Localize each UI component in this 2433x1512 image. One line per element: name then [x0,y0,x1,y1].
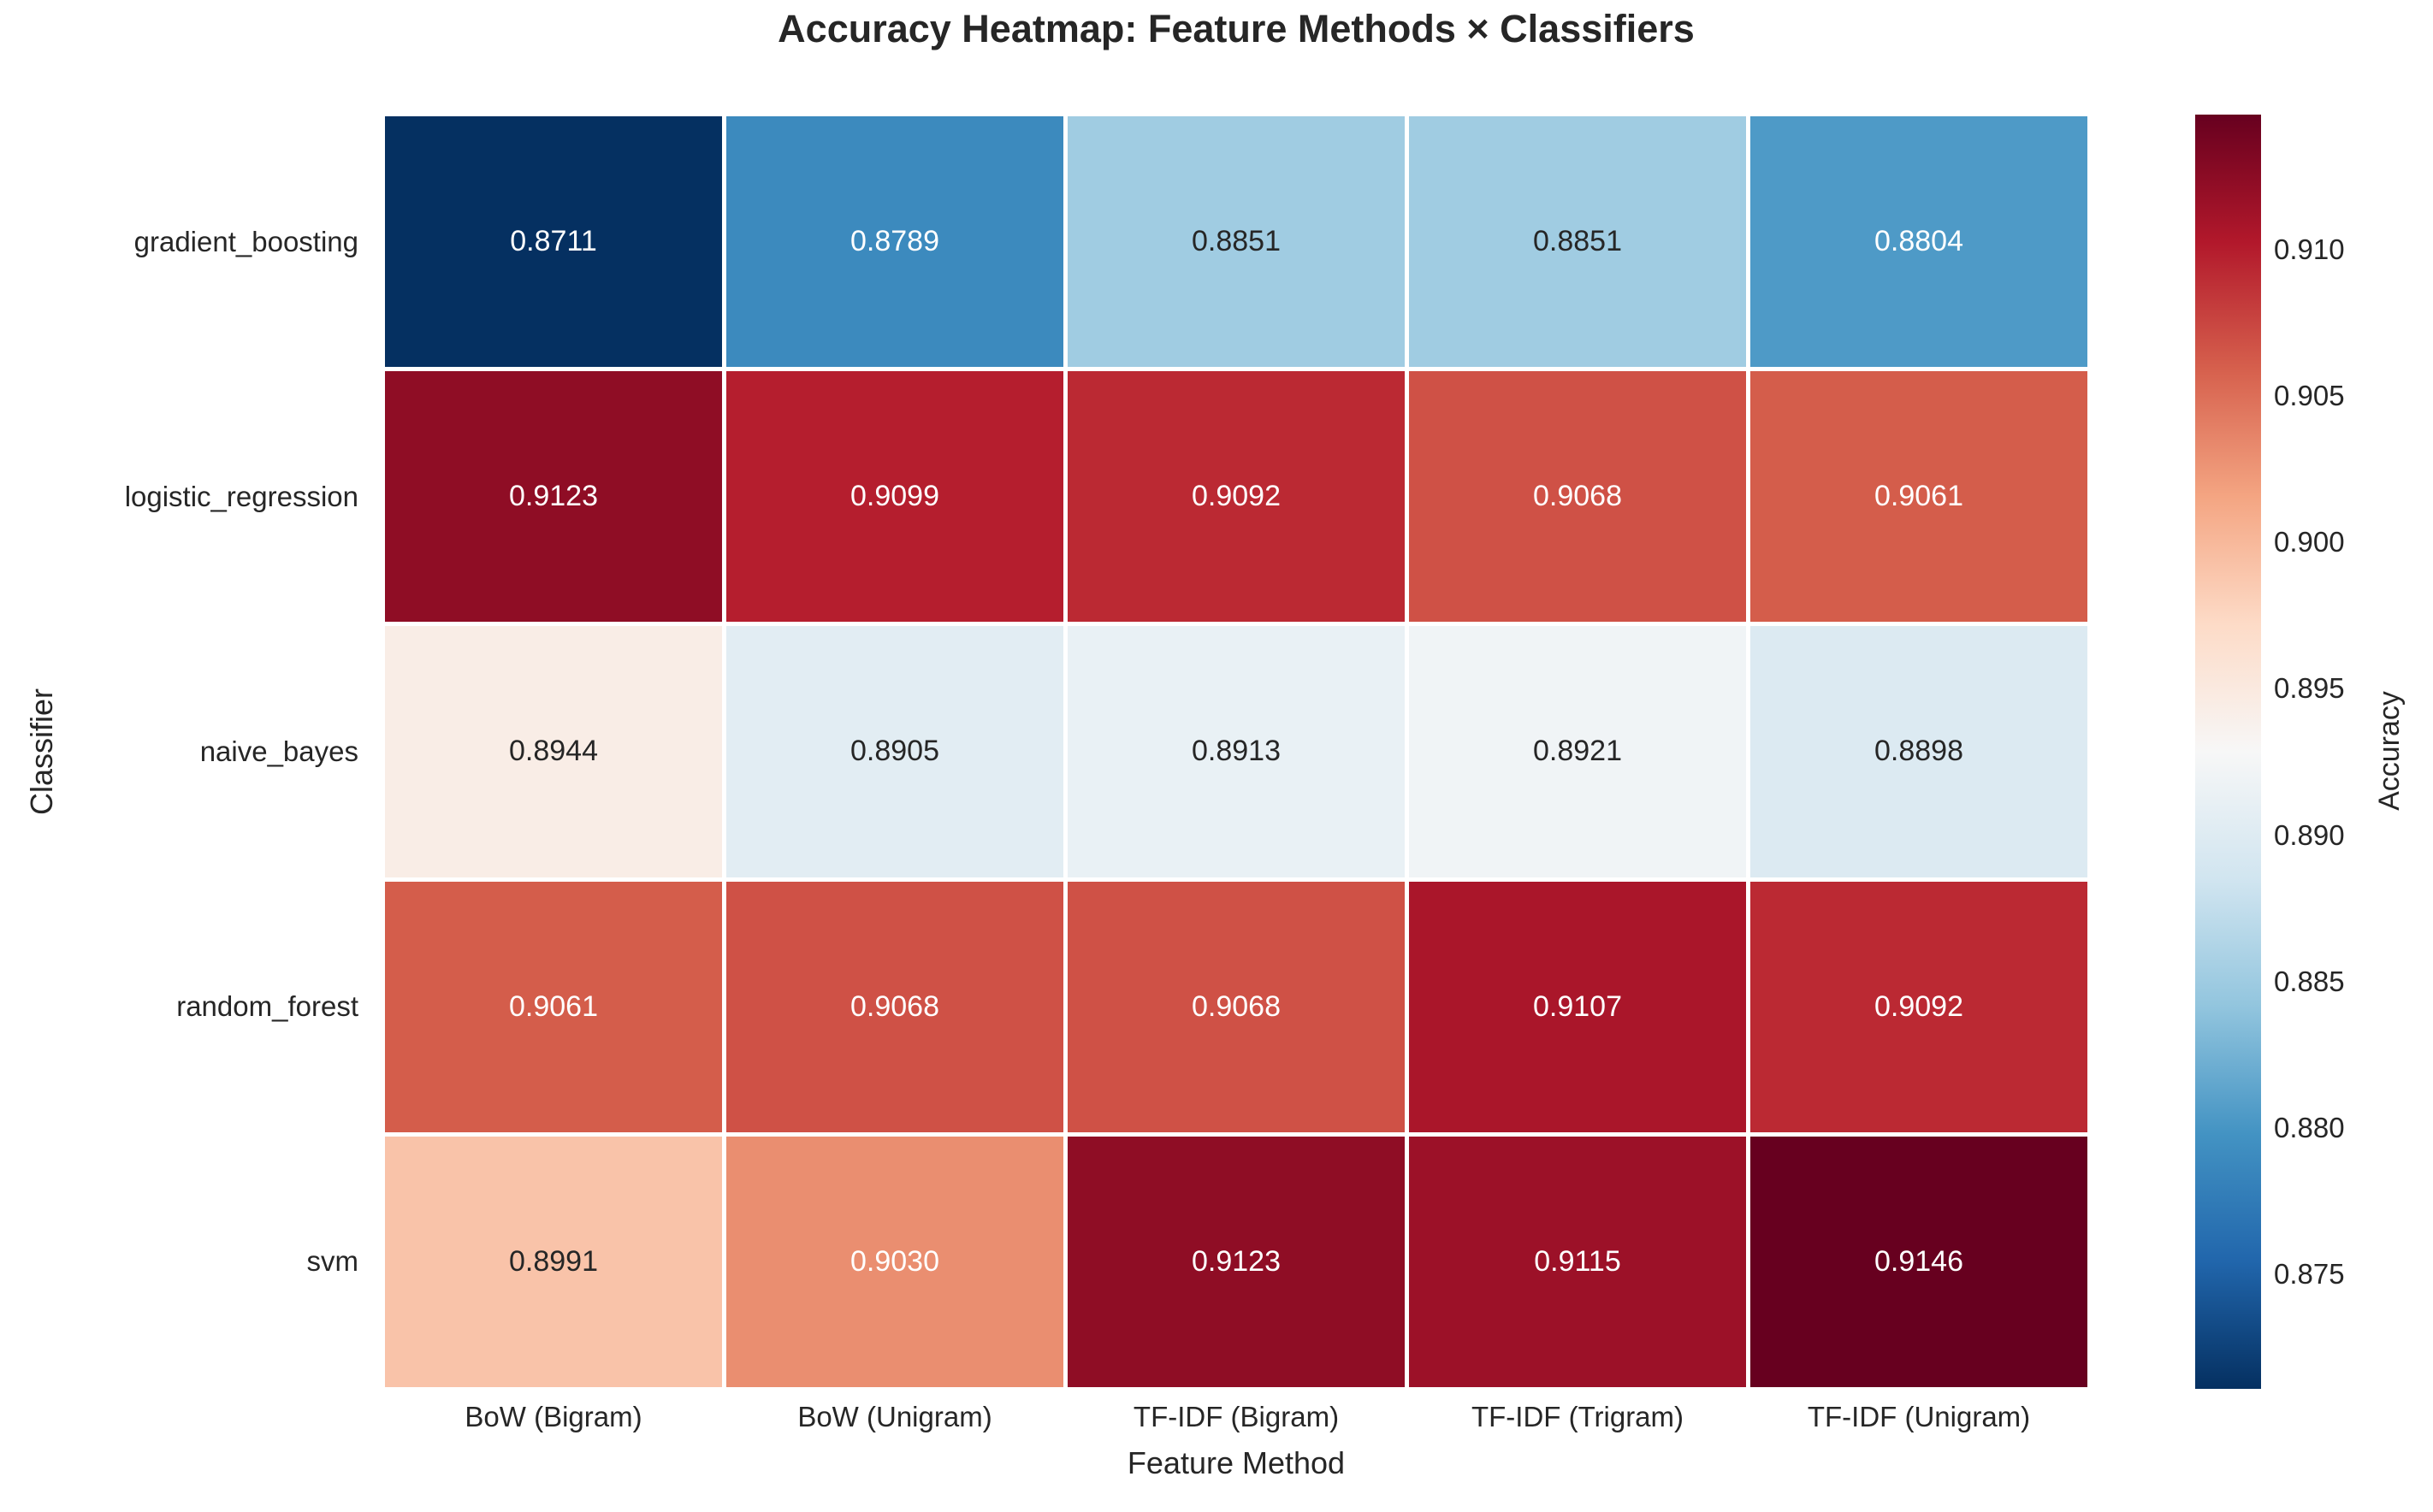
colorbar-tick-label-0.905: 0.905 [2274,379,2345,411]
heatmap-cell-random_forest-TF-IDF (Unigram): 0.9092 [1750,881,2087,1132]
cell-value: 0.9068 [1192,989,1281,1023]
x-tick-label-TF-IDF (Bigram): TF-IDF (Bigram) [1133,1401,1340,1432]
cell-value: 0.9030 [850,1244,939,1278]
y-tick-label-naive_bayes: naive_bayes [199,735,358,767]
cell-value: 0.8898 [1874,735,1963,768]
heatmap-cell-gradient_boosting-BoW (Bigram): 0.8711 [385,116,722,368]
heatmap-cell-random_forest-TF-IDF (Bigram): 0.9068 [1068,881,1405,1132]
colorbar-tick-label-0.890: 0.890 [2274,818,2345,851]
heatmap-cell-naive_bayes-TF-IDF (Bigram): 0.8913 [1068,626,1405,877]
x-tick-label-BoW (Bigram): BoW (Bigram) [465,1401,642,1432]
cell-value: 0.8921 [1533,735,1622,768]
x-tick-label-TF-IDF (Trigram): TF-IDF (Trigram) [1471,1401,1684,1432]
heatmap-cell-naive_bayes-TF-IDF (Unigram): 0.8898 [1750,626,2087,877]
heatmap-cell-gradient_boosting-BoW (Unigram): 0.8789 [726,116,1063,368]
cell-value: 0.8905 [850,735,939,768]
colorbar-label: Accuracy [2373,691,2406,811]
cell-value: 0.8851 [1192,225,1281,258]
heatmap-grid: 0.8711 0.8789 0.8851 0.8851 0.8804 0.9123 0.90… [385,116,2087,1387]
chart-title: Accuracy Heatmap: Feature Methods × Clas… [778,7,1695,50]
y-tick-label-svm: svm [306,1245,359,1278]
cell-value: 0.8944 [509,735,598,768]
y-tick-label-random_forest: random_forest [176,990,358,1023]
cell-value: 0.9107 [1533,989,1622,1023]
heatmap-cell-random_forest-BoW (Unigram): 0.9068 [726,881,1063,1132]
heatmap-cell-svm-TF-IDF (Bigram): 0.9123 [1068,1136,1405,1387]
x-tick-label-BoW (Unigram): BoW (Unigram) [797,1401,992,1432]
cell-value: 0.9146 [1874,1244,1963,1278]
colorbar-tick-label-0.900: 0.900 [2274,526,2345,558]
cell-value: 0.8913 [1192,735,1281,768]
cell-value: 0.9061 [1874,480,1963,513]
heatmap-cell-random_forest-BoW (Bigram): 0.9061 [385,881,722,1132]
heatmap-cell-naive_bayes-BoW (Unigram): 0.8905 [726,626,1063,877]
heatmap-cell-svm-TF-IDF (Unigram): 0.9146 [1750,1136,2087,1387]
cell-value: 0.8711 [510,225,597,258]
heatmap-cell-svm-TF-IDF (Trigram): 0.9115 [1409,1136,1746,1387]
x-tick-label-TF-IDF (Unigram): TF-IDF (Unigram) [1807,1401,2031,1432]
cell-value: 0.9123 [509,480,598,513]
cell-value: 0.9092 [1192,480,1281,513]
cell-value: 0.9115 [1534,1244,1621,1278]
heatmap-cell-logistic_regression-TF-IDF (Unigram): 0.9061 [1750,371,2087,623]
y-tick-label-gradient_boosting: gradient_boosting [133,225,358,257]
cell-value: 0.9061 [509,989,598,1023]
y-tick-label-logistic_regression: logistic_regression [124,480,358,512]
heatmap-cell-gradient_boosting-TF-IDF (Bigram): 0.8851 [1068,116,1405,368]
heatmap-cell-logistic_regression-BoW (Unigram): 0.9099 [726,371,1063,623]
heatmap-cell-logistic_regression-BoW (Bigram): 0.9123 [385,371,722,623]
heatmap-cell-naive_bayes-TF-IDF (Trigram): 0.8921 [1409,626,1746,877]
x-axis-label: Feature Method [1127,1445,1346,1480]
cell-value: 0.8789 [850,225,939,258]
colorbar [2195,115,2261,1389]
colorbar-tick-labels: 0.910 0.905 0.900 0.895 0.890 0.885 0.880 0.875 [2274,115,2433,1389]
colorbar-tick-label-0.875: 0.875 [2274,1258,2345,1291]
heatmap-cell-naive_bayes-BoW (Bigram): 0.8944 [385,626,722,877]
colorbar-tick-label-0.895: 0.895 [2274,672,2345,705]
cell-value: 0.8804 [1874,225,1963,258]
heatmap-cell-logistic_regression-TF-IDF (Trigram): 0.9068 [1409,371,1746,623]
cell-value: 0.9068 [1533,480,1622,513]
heatmap-cell-svm-BoW (Unigram): 0.9030 [726,1136,1063,1387]
heatmap-cell-gradient_boosting-TF-IDF (Unigram): 0.8804 [1750,116,2087,368]
heatmap-cell-gradient_boosting-TF-IDF (Trigram): 0.8851 [1409,116,1746,368]
heatmap-cell-logistic_regression-TF-IDF (Bigram): 0.9092 [1068,371,1405,623]
x-tick-labels: BoW (Bigram) BoW (Unigram) TF-IDF (Bigram)… [385,1401,2087,1438]
cell-value: 0.8851 [1533,225,1622,258]
cell-value: 0.9092 [1874,989,1963,1023]
colorbar-tick-label-0.885: 0.885 [2274,965,2345,997]
cell-value: 0.9099 [850,480,939,513]
colorbar-tick-label-0.880: 0.880 [2274,1112,2345,1144]
colorbar-tick-label-0.910: 0.910 [2274,233,2345,265]
cell-value: 0.8991 [509,1244,598,1278]
cell-value: 0.9068 [850,989,939,1023]
heatmap-cell-svm-BoW (Bigram): 0.8991 [385,1136,722,1387]
heatmap-cell-random_forest-TF-IDF (Trigram): 0.9107 [1409,881,1746,1132]
cell-value: 0.9123 [1192,1244,1281,1278]
